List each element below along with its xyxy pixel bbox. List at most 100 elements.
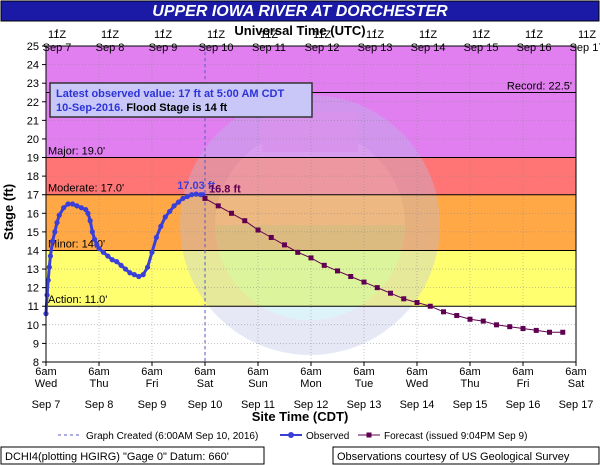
observed-series <box>43 191 206 317</box>
observed-point <box>153 234 160 241</box>
label-major: Major: 19.0' <box>48 146 105 158</box>
forecast-line <box>204 197 563 333</box>
forecast-point <box>467 316 473 322</box>
y-tick-label: 21 <box>27 115 39 127</box>
observed-point <box>105 253 111 259</box>
bottom-tick-day: Sat <box>197 378 214 390</box>
forecast-point <box>494 322 499 328</box>
observed-point <box>167 208 173 215</box>
top-tick-label: 11Z <box>472 29 490 41</box>
observed-point <box>46 264 52 270</box>
footer-datum: DCHI4(plotting HGIRG) "Gage 0" Datum: 66… <box>5 451 229 463</box>
y-axis-title: Stage (ft) <box>1 184 16 240</box>
observed-point <box>140 272 146 278</box>
flood-stage-note: Flood Stage is 14 ft <box>123 102 227 114</box>
top-axis-title: Universal Time (UTC) <box>234 23 365 38</box>
chart-title: UPPER IOWA RIVER AT DORCHESTER <box>152 3 448 20</box>
y-tick-label: 17 <box>27 190 39 202</box>
forecast-point <box>427 303 433 309</box>
bottom-tick-day: Tue <box>355 378 374 390</box>
forecast-point <box>215 203 221 209</box>
y-tick-label: 9 <box>33 338 39 350</box>
top-tick-date: Sep 13 <box>358 42 393 54</box>
top-tick-label: 11Z <box>260 29 278 41</box>
forecast-point <box>268 234 274 240</box>
observed-point <box>56 212 62 218</box>
bottom-tick-time: 6am <box>353 366 374 378</box>
observed-point <box>136 273 142 280</box>
top-tick-date: Sep 9 <box>149 42 178 54</box>
bottom-tick-day: Wed <box>406 378 428 390</box>
forecast-point <box>480 318 486 324</box>
observed-point <box>184 193 190 200</box>
observed-point <box>44 292 50 298</box>
latest-value-line2: 10-Sep-2016. Flood Stage is 14 ft <box>56 102 228 114</box>
observed-point <box>175 199 182 205</box>
latest-value-date: 10-Sep-2016. <box>56 102 123 114</box>
observed-point <box>61 205 67 211</box>
observed-point <box>85 210 91 216</box>
legend-observed-marker <box>288 432 294 438</box>
bottom-tick-time: 6am <box>406 366 427 378</box>
observed-point <box>180 195 186 202</box>
forecast-start-label: 16.8 ft <box>209 183 241 195</box>
top-tick-label: 11Z <box>101 29 119 41</box>
y-tick-label: 15 <box>27 227 39 239</box>
bottom-tick-time: 6am <box>35 366 56 378</box>
bottom-tick-date: Sep 15 <box>453 399 488 411</box>
observed-point <box>45 277 51 283</box>
forecast-point <box>414 300 420 306</box>
observed-point <box>118 262 124 268</box>
observed-point <box>65 201 71 207</box>
bottom-tick-date: Sep 10 <box>188 399 223 411</box>
bottom-tick-date: Sep 9 <box>138 399 167 411</box>
top-tick-date: Sep 11 <box>252 42 286 54</box>
bottom-tick-day: Mon <box>300 378 321 390</box>
y-tick-label: 14 <box>27 245 39 257</box>
forecast-point <box>202 195 208 201</box>
y-axis-ticks: 8 9 10 11 12 13 14 15 16 17 18 19 20 21 22 23 24 25 <box>27 41 46 369</box>
bottom-tick-date: Sep 7 <box>32 399 61 411</box>
forecast-point <box>547 329 552 335</box>
bottom-tick-time: 6am <box>300 366 321 378</box>
observed-point <box>50 238 56 244</box>
observed-point <box>91 236 98 242</box>
observed-point <box>78 205 84 211</box>
observed-point <box>100 249 107 255</box>
bottom-tick-time: 6am <box>88 366 109 378</box>
observed-point <box>114 259 120 265</box>
top-tick-date: Sep 8 <box>96 42 125 54</box>
bottom-tick-time: 6am <box>512 366 533 378</box>
y-tick-label: 12 <box>27 283 39 295</box>
observed-point <box>162 214 168 220</box>
y-tick-label: 11 <box>28 301 39 313</box>
forecast-point <box>388 290 393 296</box>
bottom-tick-day: Thu <box>90 378 109 390</box>
observed-point <box>131 272 137 278</box>
forecast-point <box>335 268 340 274</box>
bottom-tick-time: 6am <box>459 366 480 378</box>
top-tick-date: Sep 17 <box>570 42 600 54</box>
noaa-watermark <box>180 95 440 355</box>
forecast-point <box>348 273 354 279</box>
y-tick-label: 20 <box>27 134 39 146</box>
label-record: Record: 22.5' <box>507 80 572 92</box>
top-tick-label: 11Z <box>366 29 384 41</box>
y-tick-label: 8 <box>33 357 39 369</box>
top-tick-date: Sep 15 <box>464 42 499 54</box>
bottom-tick-day: Fri <box>146 378 159 390</box>
bottom-tick-time: 6am <box>247 366 268 378</box>
top-tick-date: Sep 14 <box>411 42 446 54</box>
peak-observed-label: 17.03 ft <box>177 180 215 192</box>
bottom-tick-date: Sep 8 <box>85 399 114 411</box>
legend-observed: Observed <box>306 431 349 442</box>
forecast-point <box>282 242 287 248</box>
top-tick-label: 11Z <box>419 29 437 41</box>
top-tick-date: Sep 16 <box>517 42 552 54</box>
observed-point <box>149 249 155 255</box>
bottom-axis-title: Site Time (CDT) <box>252 409 349 424</box>
forecast-point <box>308 255 314 261</box>
forecast-point <box>229 210 234 216</box>
